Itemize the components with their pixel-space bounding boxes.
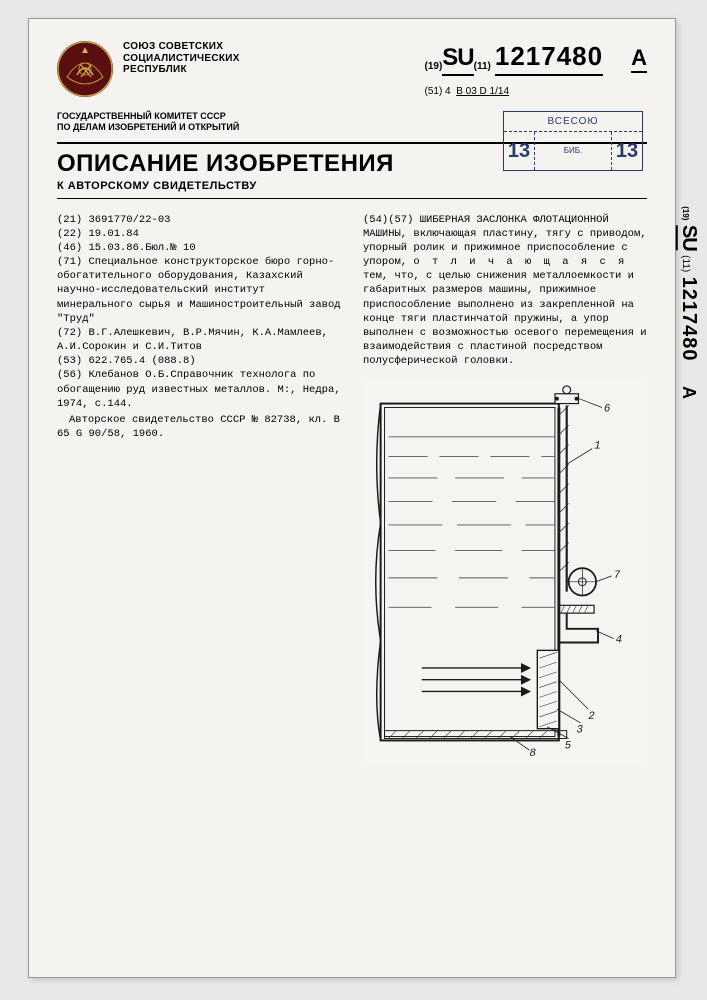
field-53: (53) 622.765.4 (088.8) [57, 354, 341, 368]
svg-text:3: 3 [576, 725, 583, 737]
svg-text:1: 1 [594, 441, 600, 453]
svg-text:6: 6 [604, 404, 611, 416]
stamp-right-num: 13 [612, 132, 642, 170]
stamp-top: ВСЕСОЮ [504, 112, 642, 132]
ipc-class: (51) 4 B 03 D 1/14 [425, 86, 648, 97]
left-column: (21) 3691770/22-03 (22) 19.01.84 (46) 15… [57, 213, 341, 763]
country-code: SU [442, 44, 473, 76]
field-46: (46) 15.03.86.Бюл.№ 10 [57, 241, 341, 255]
inid-11: (11) [474, 61, 491, 72]
kind-code: A [631, 45, 647, 73]
union-name: СОЮЗ СОВЕТСКИХ СОЦИАЛИСТИЧЕСКИХ РЕСПУБЛИ… [123, 41, 240, 76]
abstract-body2: тем, что, с целью снижения металлоемкост… [363, 270, 647, 367]
side-publication-code: (19) SU (11) 1217480 A [677, 206, 700, 399]
svg-text:7: 7 [614, 570, 621, 582]
union-line: РЕСПУБЛИК [123, 64, 240, 76]
patent-figure: 1 6 7 4 2 3 5 8 [363, 382, 647, 762]
header-row: СОЮЗ СОВЕТСКИХ СОЦИАЛИСТИЧЕСКИХ РЕСПУБЛИ… [57, 41, 647, 97]
svg-text:4: 4 [616, 635, 622, 647]
stamp-mid: БИБ. [534, 132, 612, 170]
patent-page: СОЮЗ СОВЕТСКИХ СОЦИАЛИСТИЧЕСКИХ РЕСПУБЛИ… [28, 18, 676, 978]
doc-number: 1217480 [495, 41, 603, 76]
union-line: СОЮЗ СОВЕТСКИХ [123, 41, 240, 53]
inid-19: (19) [425, 61, 443, 72]
field-72: (72) В.Г.Алешкевич, В.Р.Мячин, К.А.Мамле… [57, 326, 341, 354]
stamp-left-num: 13 [504, 132, 534, 170]
svg-text:8: 8 [529, 749, 536, 761]
field-22: (22) 19.01.84 [57, 227, 341, 241]
svg-text:2: 2 [588, 711, 595, 723]
rule-thin [57, 198, 647, 199]
library-stamp: ВСЕСОЮ 13 БИБ. 13 [503, 111, 643, 171]
body-columns: (21) 3691770/22-03 (22) 19.01.84 (46) 15… [57, 213, 647, 763]
union-line: СОЦИАЛИСТИЧЕСКИХ [123, 53, 240, 65]
field-21: (21) 3691770/22-03 [57, 213, 341, 227]
abstract-distinguishing: о т л и ч а ю щ а я с я [413, 256, 627, 268]
field-56: (56) Клебанов О.Б.Справочник технолога п… [57, 368, 341, 411]
field-71: (71) Специальное конструкторское бюро го… [57, 255, 341, 326]
svg-text:5: 5 [565, 741, 572, 753]
publication-number: (19)SU(11) 1217480 A (51) 4 B 03 D 1/14 [425, 41, 648, 97]
right-column: (54)(57) ШИБЕРНАЯ ЗАСЛОНКА ФЛОТАЦИОННОЙ … [363, 213, 647, 763]
doc-subtitle: К АВТОРСКОМУ СВИДЕТЕЛЬСТВУ [57, 180, 647, 192]
field-56b: Авторское свидетельство СССР № 82738, кл… [57, 413, 341, 441]
ussr-emblem-icon [57, 41, 113, 97]
